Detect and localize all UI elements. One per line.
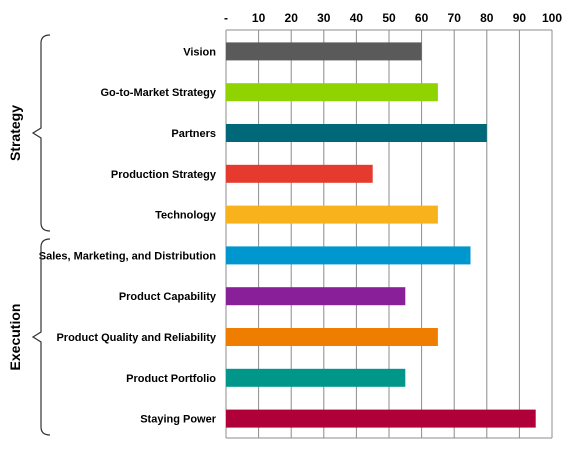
x-tick-label: 10 [252,11,266,25]
category-label: Staying Power [140,414,217,426]
category-label: Product Quality and Reliability [56,332,216,344]
bar-5 [226,246,471,265]
category-label: Technology [155,210,217,222]
x-tick-label: 80 [480,11,494,25]
category-label: Product Capability [119,291,217,303]
category-label: Product Portfolio [126,373,216,385]
bar-6 [226,287,406,306]
group-label: Execution [7,304,23,371]
category-label: Partners [171,128,216,140]
x-tick-label: 90 [513,11,527,25]
x-tick-label: 60 [415,11,429,25]
x-tick-label: 20 [285,11,299,25]
category-label: Vision [183,46,216,58]
x-tick-label: 70 [448,11,462,25]
x-tick-label: - [224,11,228,25]
x-tick-label: 30 [317,11,331,25]
category-label: Sales, Marketing, and Distribution [39,250,217,262]
group-label: Strategy [7,105,23,161]
category-label: Production Strategy [111,169,217,181]
bar-8 [226,368,406,387]
x-tick-label: 50 [382,11,396,25]
bar-7 [226,328,438,346]
bar-2 [226,124,487,142]
bar-3 [226,164,373,183]
x-tick-label: 40 [350,11,364,25]
bar-0 [226,42,422,61]
group-brace-1 [31,238,51,436]
bar-1 [226,83,438,102]
x-tick-label: 100 [542,11,562,25]
bar-9 [226,409,536,428]
category-label: Go-to-Market Strategy [100,87,216,99]
bar-4 [226,205,438,224]
group-brace-0 [31,34,51,232]
